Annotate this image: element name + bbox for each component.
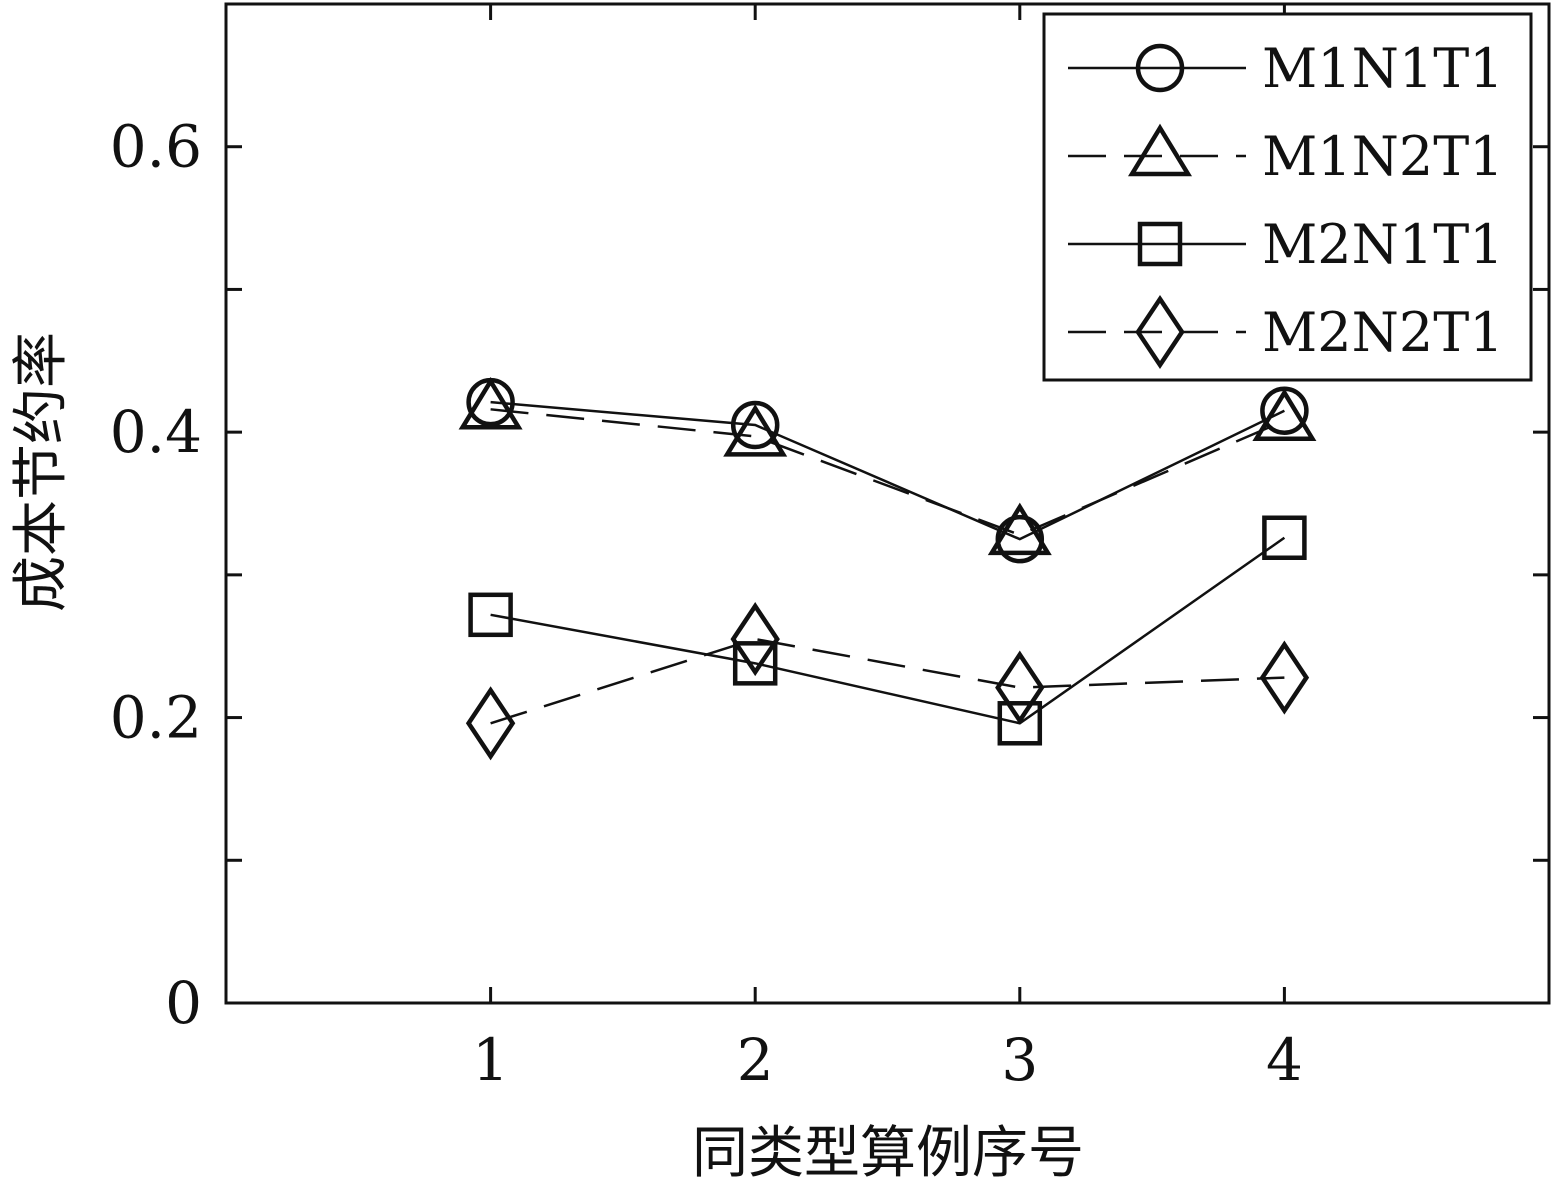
data-point-triangle bbox=[723, 404, 788, 457]
legend-label: M1N1T1 bbox=[1262, 37, 1504, 100]
data-point-diamond bbox=[1259, 640, 1310, 715]
data-point-triangle bbox=[987, 502, 1052, 556]
legend-item: M2N1T1 bbox=[1068, 213, 1504, 276]
data-point-square bbox=[1262, 515, 1307, 561]
y-tick-label: 0 bbox=[165, 969, 202, 1037]
legend-marker-triangle bbox=[1127, 123, 1193, 177]
x-tick-label: 4 bbox=[1266, 1026, 1303, 1094]
x-tick-label: 3 bbox=[1001, 1026, 1038, 1094]
legend-item: M1N1T1 bbox=[1068, 37, 1504, 100]
legend-label: M1N2T1 bbox=[1262, 125, 1504, 188]
series-line bbox=[490, 536, 1286, 725]
series-line bbox=[490, 637, 1285, 725]
legend-marker-diamond bbox=[1135, 294, 1185, 370]
plot-area-frame bbox=[224, 2, 1551, 1005]
legend-marker-circle bbox=[1135, 43, 1185, 93]
data-point-square bbox=[732, 641, 778, 686]
legend-item: M1N2T1 bbox=[1068, 123, 1504, 188]
legend-marker-square bbox=[1137, 221, 1183, 267]
data-point-triangle bbox=[458, 376, 523, 430]
data-point-triangle bbox=[1252, 388, 1317, 441]
y-tick-label: 0.6 bbox=[110, 113, 202, 181]
legend: M1N1T1 M1N2T1 M2N1T1 M2N2T1 bbox=[1042, 12, 1533, 382]
legend-label: M2N2T1 bbox=[1262, 301, 1504, 364]
legend-label: M2N1T1 bbox=[1262, 213, 1504, 276]
data-point-diamond bbox=[730, 602, 780, 677]
data-point-square bbox=[997, 701, 1043, 746]
series-m2n2t1 bbox=[465, 602, 1310, 761]
legend-box bbox=[1042, 12, 1533, 382]
data-point-square bbox=[468, 592, 513, 638]
y-axis-title: 成本节约率 bbox=[9, 332, 74, 612]
data-point-circle bbox=[730, 400, 780, 450]
series-m1n2t1 bbox=[458, 376, 1317, 556]
legend-item: M2N2T1 bbox=[1068, 294, 1504, 370]
series-line bbox=[490, 408, 1285, 537]
y-tick-label: 0.2 bbox=[110, 684, 202, 752]
series-m2n1t1 bbox=[468, 515, 1307, 746]
y-tick-label: 0.4 bbox=[110, 398, 202, 466]
x-tick-label: 1 bbox=[472, 1026, 509, 1094]
series-line bbox=[490, 400, 1285, 541]
x-tick-label: 2 bbox=[737, 1026, 774, 1094]
data-point-diamond bbox=[995, 650, 1045, 725]
data-point-diamond bbox=[465, 686, 516, 761]
x-axis-title: 同类型算例序号 bbox=[692, 1121, 1084, 1186]
